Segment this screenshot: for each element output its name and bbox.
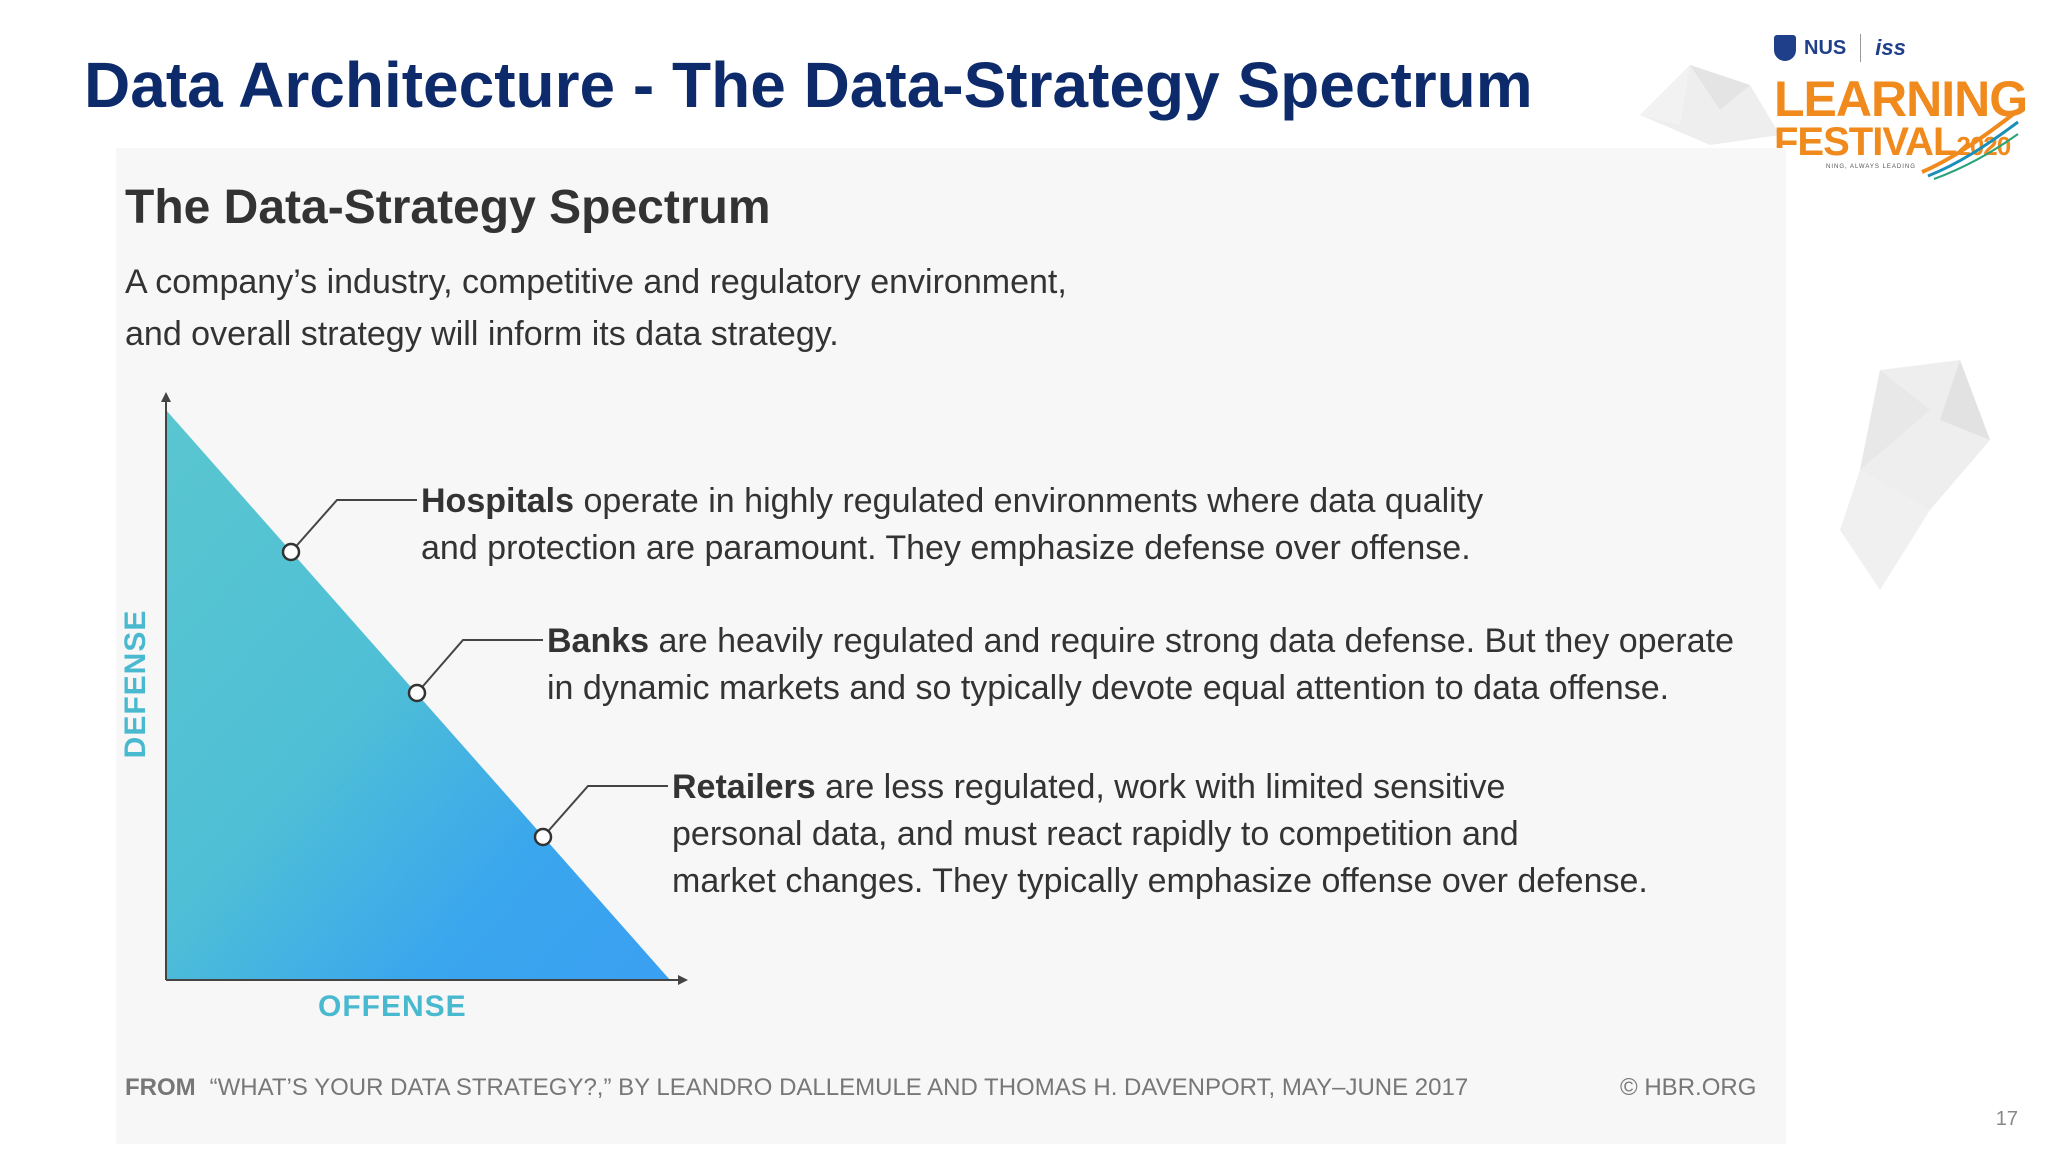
logo-nus: NUS bbox=[1804, 36, 1847, 59]
banks-leader-line bbox=[416, 639, 543, 694]
axis-defense-label: DEFENSE bbox=[119, 609, 152, 759]
logo-divider bbox=[1860, 34, 1862, 62]
decorative-polygon-top bbox=[1640, 65, 1780, 145]
callout-hospitals-text1: operate in highly regulated environments… bbox=[574, 482, 1484, 520]
nus-crest-icon bbox=[1774, 35, 1796, 61]
callout-retailers: Retailers are less regulated, work with … bbox=[672, 764, 1648, 905]
figure-subtitle-line1: A company’s industry, competitive and re… bbox=[125, 263, 1067, 301]
callout-banks-line2: in dynamic markets and so typically devo… bbox=[547, 669, 1670, 707]
hospitals-leader-line bbox=[290, 499, 417, 553]
callout-hospitals-bold: Hospitals bbox=[421, 482, 575, 520]
callout-hospitals: Hospitals operate in highly regulated en… bbox=[421, 478, 1483, 572]
x-axis-arrow-icon bbox=[678, 975, 688, 985]
logo-learning: LEARNING bbox=[1774, 71, 2028, 127]
callout-retailers-line2: personal data, and must react rapidly to… bbox=[672, 815, 1519, 853]
callout-hospitals-line1: Hospitals operate in highly regulated en… bbox=[421, 478, 1483, 525]
logo-iss: iss bbox=[1875, 35, 1906, 60]
spectrum-diagram bbox=[161, 392, 688, 985]
figure-subtitle: A company’s industry, competitive and re… bbox=[125, 256, 1067, 360]
learning-festival-logo: NUS iss LEARNING FESTIVAL2020 NING, ALWA… bbox=[1770, 30, 2028, 180]
callout-hospitals-line2: and protection are paramount. They empha… bbox=[421, 529, 1471, 567]
callout-retailers-bold: Retailers bbox=[672, 768, 816, 806]
decorative-polygon-right bbox=[1840, 360, 1990, 590]
figure-source: FROM “WHAT’S YOUR DATA STRATEGY?,” BY LEA… bbox=[125, 1074, 1468, 1102]
axis-offense-label: OFFENSE bbox=[318, 990, 467, 1023]
callout-banks-bold: Banks bbox=[547, 622, 650, 660]
hospitals-marker bbox=[281, 542, 301, 562]
logo-header: NUS iss bbox=[1774, 34, 1906, 62]
source-text: “WHAT’S YOUR DATA STRATEGY?,” BY LEANDRO… bbox=[209, 1074, 1469, 1101]
figure-subtitle-line2: and overall strategy will inform its dat… bbox=[125, 315, 839, 353]
y-axis-arrow-icon bbox=[161, 392, 171, 402]
logo-swoosh-icon bbox=[1921, 110, 2019, 180]
callout-retailers-text1: are less regulated, work with limited se… bbox=[815, 768, 1506, 806]
source-from: FROM bbox=[125, 1074, 196, 1101]
logo-tagline: NING, ALWAYS LEADING bbox=[1826, 164, 1916, 170]
figure-copyright: © HBR.ORG bbox=[1620, 1074, 1757, 1101]
page-number: 17 bbox=[1995, 1108, 2018, 1130]
slide-title: Data Architecture - The Data-Strategy Sp… bbox=[84, 49, 1533, 121]
callout-banks-text1: are heavily regulated and require strong… bbox=[649, 622, 1735, 660]
callout-retailers-line3: market changes. They typically emphasize… bbox=[672, 862, 1648, 900]
retailers-leader-line bbox=[542, 785, 668, 838]
banks-marker bbox=[407, 683, 427, 703]
callout-banks-line1: Banks are heavily regulated and require … bbox=[547, 618, 1734, 665]
callout-retailers-line1: Retailers are less regulated, work with … bbox=[672, 764, 1648, 811]
retailers-marker bbox=[533, 827, 553, 847]
callout-banks: Banks are heavily regulated and require … bbox=[547, 618, 1734, 712]
logo-festival: FESTIVAL bbox=[1774, 120, 1957, 164]
figure-title: The Data-Strategy Spectrum bbox=[125, 181, 771, 234]
